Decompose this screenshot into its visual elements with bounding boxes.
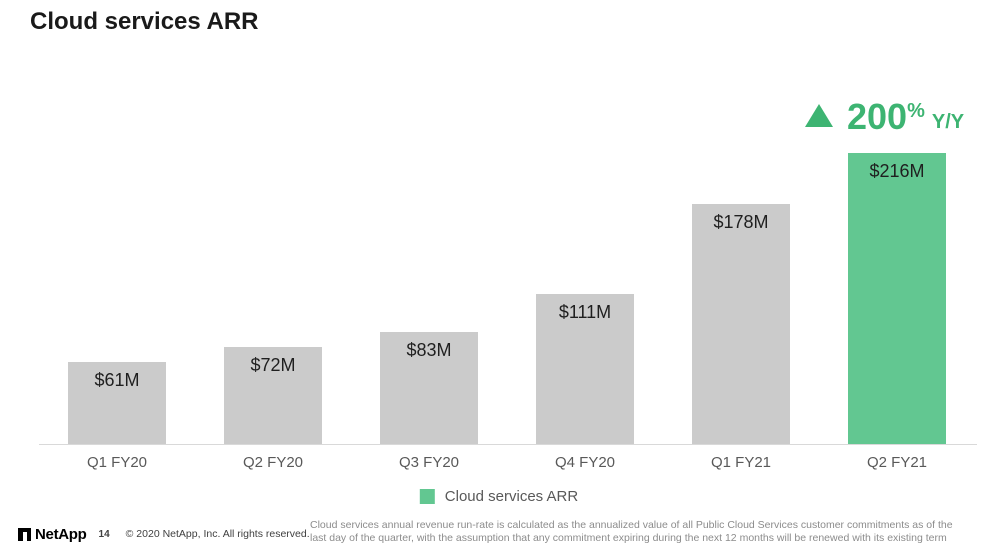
bar-value-label: $111M: [558, 302, 612, 322]
page-title: Cloud services ARR: [30, 8, 259, 35]
page-number: 14: [98, 528, 110, 540]
footer-brand-block: NetApp 14 © 2020 NetApp, Inc. All rights…: [18, 525, 310, 543]
footnote-disclaimer: Cloud services annual revenue run-rate i…: [310, 519, 953, 544]
yoy-suffix: Y/Y: [931, 111, 965, 133]
bar-value-label: $61M: [94, 370, 140, 390]
x-axis-label: Q3 FY20: [398, 454, 460, 471]
x-axis-line: [39, 444, 977, 445]
netapp-logo-icon: [18, 527, 31, 541]
bar-value-label: $83M: [406, 340, 452, 360]
legend-label: Cloud services ARR: [444, 488, 579, 505]
bar-value-label: $178M: [713, 212, 769, 232]
x-axis-label: Q1 FY21: [710, 454, 772, 471]
bar-rect: $61M: [68, 362, 166, 444]
yoy-growth-annotation: 200 % Y/Y: [805, 98, 964, 136]
bar-rect: $83M: [380, 332, 478, 444]
x-axis-label: Q2 FY20: [242, 454, 304, 471]
bar-rect: $72M: [224, 347, 322, 444]
percent-sign: %: [907, 100, 925, 122]
netapp-wordmark: NetApp: [35, 525, 87, 543]
yoy-growth-value: 200: [847, 96, 908, 137]
up-triangle-icon: [805, 104, 833, 127]
x-axis-label: Q1 FY20: [86, 454, 148, 471]
x-axis-label: Q4 FY20: [554, 454, 616, 471]
bar-value-label: $72M: [250, 355, 296, 375]
bar-rect: $178M: [692, 204, 790, 444]
copyright-text: © 2020 NetApp, Inc. All rights reserved.: [125, 528, 310, 540]
chart-legend: Cloud services ARR: [419, 488, 579, 505]
legend-swatch-icon: [419, 489, 435, 504]
x-axis-label: Q2 FY21: [866, 454, 928, 471]
bar-value-label: $216M: [869, 161, 925, 181]
bar-rect: $111M: [536, 294, 634, 444]
bar-rect: $216M: [848, 153, 946, 444]
